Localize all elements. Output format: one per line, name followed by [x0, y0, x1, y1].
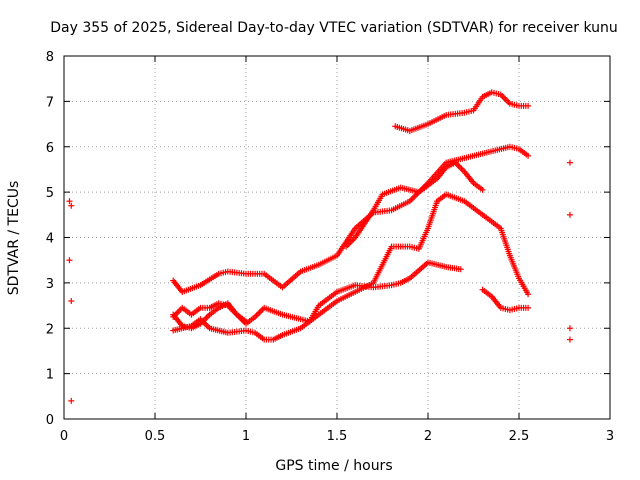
y-tick-label: 4 — [46, 232, 54, 247]
y-tick-label: 0 — [46, 413, 54, 428]
y-tick-label: 6 — [46, 141, 54, 156]
x-tick-label: 1 — [242, 429, 250, 444]
y-tick-label: 5 — [46, 186, 54, 201]
y-tick-label: 2 — [46, 322, 54, 337]
y-tick-label: 1 — [46, 368, 54, 383]
data-point — [566, 336, 573, 343]
data-point — [457, 266, 464, 273]
data-point — [68, 397, 75, 404]
data-point — [66, 257, 73, 264]
data-point — [68, 202, 75, 209]
data-point — [525, 102, 532, 109]
data-point — [566, 325, 573, 332]
data-point — [66, 198, 73, 205]
x-tick-label: 3 — [606, 429, 614, 444]
axis-ticks: 0 0.5 1 1.5 2 2.5 3 0 1 2 3 4 5 6 7 8 — [46, 50, 614, 444]
y-tick-label: 8 — [46, 50, 54, 65]
y-tick-label: 7 — [46, 95, 54, 110]
data-point — [479, 186, 486, 193]
x-tick-label: 0.5 — [145, 429, 166, 444]
x-tick-label: 2.5 — [509, 429, 530, 444]
x-tick-label: 0 — [60, 429, 68, 444]
data-point — [566, 211, 573, 218]
data-point — [243, 318, 249, 325]
data-point — [525, 291, 532, 298]
x-tick-label: 2 — [424, 429, 432, 444]
grid-lines — [64, 56, 610, 419]
x-axis-label: GPS time / hours — [275, 458, 392, 474]
data-point — [525, 152, 532, 159]
data-point — [525, 304, 532, 311]
y-tick-label: 3 — [46, 277, 54, 292]
data-points — [66, 89, 573, 404]
chart-title: Day 355 of 2025, Sidereal Day-to-day VTE… — [50, 20, 618, 36]
data-point — [68, 298, 75, 305]
x-tick-label: 1.5 — [327, 429, 348, 444]
y-axis-label: SDTVAR / TECUs — [6, 181, 22, 296]
data-point — [566, 159, 573, 166]
